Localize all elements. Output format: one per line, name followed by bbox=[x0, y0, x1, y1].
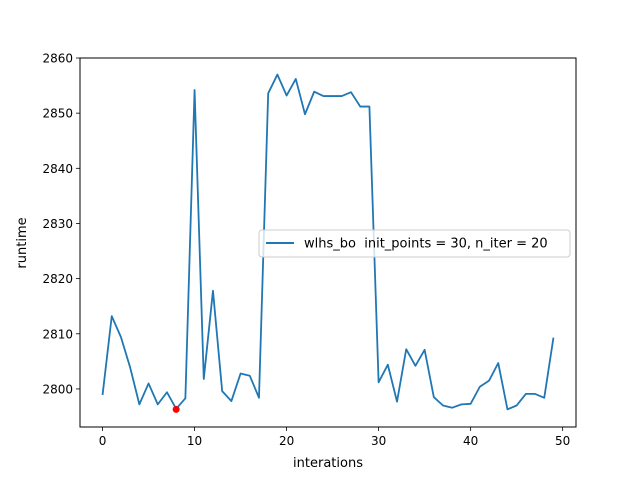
legend: wlhs_bo init_points = 30, n_iter = 20 bbox=[258, 229, 571, 258]
minimum-point-marker bbox=[172, 405, 180, 413]
y-tick-label: 2830 bbox=[42, 217, 73, 231]
y-tick-label: 2800 bbox=[42, 382, 73, 396]
x-tick-label: 10 bbox=[187, 434, 202, 448]
y-tick-label: 2840 bbox=[42, 162, 73, 176]
legend-box bbox=[258, 229, 571, 258]
plot-area bbox=[101, 73, 555, 413]
y-tick-label: 2860 bbox=[42, 52, 73, 66]
y-tick-label: 2820 bbox=[42, 272, 73, 286]
x-tick-label: 20 bbox=[279, 434, 294, 448]
x-axis-label: interations bbox=[293, 456, 363, 471]
legend-label: wlhs_bo init_points = 30, n_iter = 20 bbox=[304, 237, 548, 252]
axes-frame bbox=[79, 57, 577, 428]
x-tick-label: 40 bbox=[463, 434, 478, 448]
y-axis-label: runtime bbox=[15, 217, 30, 268]
y-tick-label: 2850 bbox=[42, 107, 73, 121]
x-tick-label: 50 bbox=[555, 434, 570, 448]
axis-ticks: 0 10 20 30 40 50 2800 2810 2820 2830 2840 2850 2860 bbox=[42, 52, 570, 449]
x-tick-label: 0 bbox=[99, 434, 107, 448]
y-tick-label: 2810 bbox=[42, 327, 73, 341]
x-tick-label: 30 bbox=[371, 434, 386, 448]
